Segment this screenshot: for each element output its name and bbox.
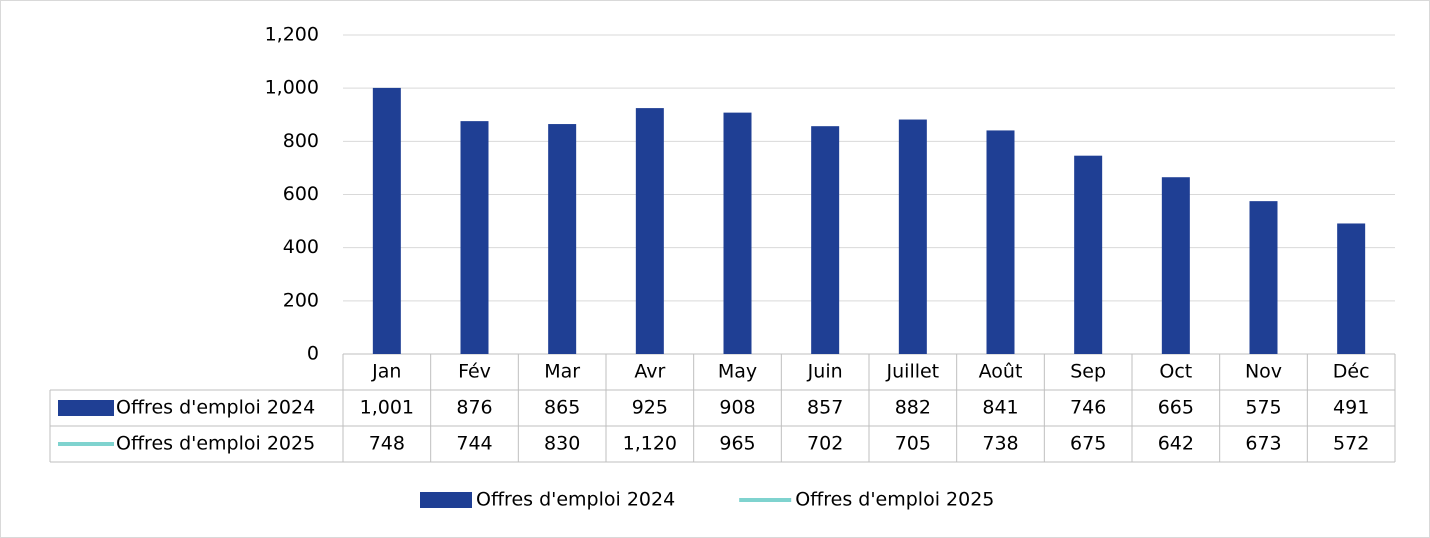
bar bbox=[723, 112, 752, 354]
x-tick-label: Jan bbox=[371, 361, 401, 383]
x-tick-label: Sep bbox=[1070, 361, 1106, 383]
x-tick-label: Nov bbox=[1245, 361, 1282, 383]
x-tick-label: Fév bbox=[458, 361, 491, 383]
x-tick-label: Oct bbox=[1159, 361, 1192, 383]
table-cell: 882 bbox=[895, 397, 931, 419]
x-tick-label: Mar bbox=[544, 361, 580, 383]
y-tick-label: 1,200 bbox=[265, 24, 319, 46]
legend-key bbox=[420, 492, 472, 508]
y-tick-label: 200 bbox=[283, 289, 319, 311]
table-cell: 572 bbox=[1333, 433, 1369, 455]
bar bbox=[372, 87, 401, 355]
table-cell: 575 bbox=[1245, 397, 1281, 419]
table-cell: 1,001 bbox=[360, 397, 414, 419]
table-cell: 642 bbox=[1158, 433, 1194, 455]
table-row-label: Offres d'emploi 2024 bbox=[116, 397, 315, 419]
table-cell: 965 bbox=[719, 433, 755, 455]
table-row-label: Offres d'emploi 2025 bbox=[116, 433, 315, 455]
bar bbox=[811, 126, 840, 354]
bar bbox=[1074, 155, 1103, 354]
table-cell: 744 bbox=[456, 433, 492, 455]
table-cell: 925 bbox=[632, 397, 668, 419]
table-cell: 841 bbox=[982, 397, 1018, 419]
y-tick-label: 1,000 bbox=[265, 77, 319, 99]
legend-label: Offres d'emploi 2025 bbox=[795, 489, 994, 511]
bar bbox=[635, 108, 664, 355]
table-cell: 738 bbox=[982, 433, 1018, 455]
table-cell: 857 bbox=[807, 397, 843, 419]
table-cell: 665 bbox=[1158, 397, 1194, 419]
x-tick-label: Juillet bbox=[886, 361, 940, 383]
x-tick-label: May bbox=[718, 361, 757, 383]
legend-key bbox=[58, 400, 114, 416]
x-tick-label: Avr bbox=[634, 361, 665, 383]
table-cell: 748 bbox=[369, 433, 405, 455]
y-tick-label: 800 bbox=[283, 130, 319, 152]
x-tick-label: Août bbox=[979, 361, 1023, 383]
table-cell: 746 bbox=[1070, 397, 1106, 419]
table-cell: 702 bbox=[807, 433, 843, 455]
table-cell: 865 bbox=[544, 397, 580, 419]
bar bbox=[548, 124, 577, 354]
y-tick-label: 0 bbox=[307, 343, 319, 365]
table-cell: 491 bbox=[1333, 397, 1369, 419]
bar bbox=[986, 130, 1015, 354]
y-tick-label: 400 bbox=[283, 236, 319, 258]
table-cell: 830 bbox=[544, 433, 580, 455]
table-cell: 1,120 bbox=[623, 433, 677, 455]
bar bbox=[1249, 201, 1278, 354]
legend-label: Offres d'emploi 2024 bbox=[476, 489, 675, 511]
table-cell: 908 bbox=[719, 397, 755, 419]
table-cell: 876 bbox=[456, 397, 492, 419]
x-tick-label: Déc bbox=[1333, 361, 1370, 383]
bar bbox=[460, 121, 489, 354]
x-tick-label: Juin bbox=[807, 361, 843, 383]
table-cell: 675 bbox=[1070, 433, 1106, 455]
bar bbox=[898, 119, 927, 354]
table-cell: 705 bbox=[895, 433, 931, 455]
y-tick-label: 600 bbox=[283, 183, 319, 205]
bar bbox=[1337, 223, 1366, 354]
bar bbox=[1161, 177, 1190, 354]
table-cell: 673 bbox=[1245, 433, 1281, 455]
